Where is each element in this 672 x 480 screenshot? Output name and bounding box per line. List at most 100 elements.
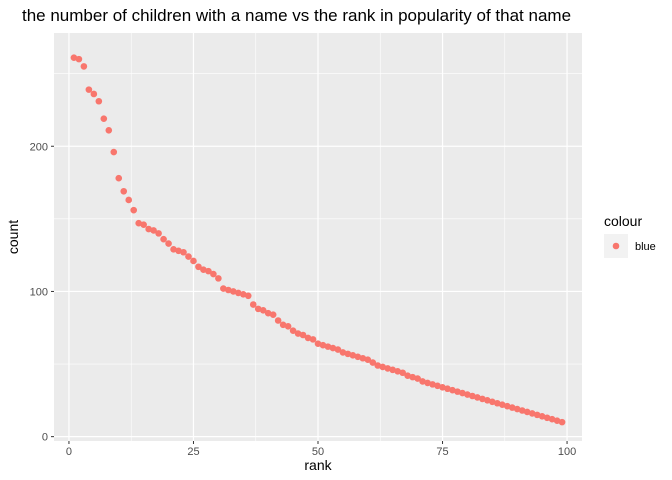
data-point [523, 408, 531, 416]
data-point [244, 292, 252, 300]
data-point [90, 90, 98, 98]
data-point [205, 267, 212, 275]
data-point [185, 253, 192, 260]
data-point [538, 413, 546, 420]
data-point [264, 309, 272, 317]
data-point [369, 359, 377, 366]
data-point [249, 301, 257, 308]
data-point [484, 397, 491, 404]
data-point [429, 381, 436, 388]
data-point [140, 221, 147, 228]
x-axis-title: rank [304, 457, 332, 473]
data-point [454, 388, 461, 395]
legend: colour blue [604, 213, 656, 258]
data-point [359, 354, 367, 362]
data-point [75, 55, 83, 63]
data-point [175, 247, 182, 255]
y-tick-label: 200 [30, 141, 48, 153]
data-point [444, 385, 451, 393]
data-point [518, 407, 526, 414]
data-point [324, 343, 332, 350]
data-point [274, 317, 282, 324]
data-point [269, 311, 277, 318]
data-point [434, 382, 441, 390]
data-point [254, 305, 262, 313]
data-point [334, 346, 342, 353]
data-point [479, 395, 486, 403]
data-point [508, 404, 516, 411]
data-point [170, 246, 177, 253]
data-point [230, 288, 237, 295]
x-tick-label: 25 [187, 446, 199, 458]
legend-point-marker [612, 242, 620, 250]
data-point [195, 263, 202, 271]
data-point [449, 386, 456, 394]
data-point [543, 414, 551, 422]
data-point [344, 350, 352, 358]
data-point [558, 418, 566, 426]
data-point [105, 126, 113, 134]
data-point [110, 148, 118, 156]
data-point [299, 331, 307, 339]
data-point [145, 225, 152, 233]
data-point [394, 368, 401, 375]
data-point [489, 398, 496, 406]
data-point [379, 363, 387, 371]
data-point [135, 219, 142, 227]
data-point [160, 235, 167, 243]
data-point [279, 321, 287, 329]
data-point [150, 227, 157, 234]
data-point [314, 340, 322, 348]
data-point [494, 399, 501, 407]
x-tick-label: 50 [312, 446, 324, 458]
data-point [210, 270, 217, 278]
data-point [548, 415, 556, 423]
major-gridlines [54, 33, 582, 441]
y-axis-title: count [5, 220, 21, 254]
data-point [399, 369, 406, 377]
data-point [469, 392, 476, 400]
y-tick-label: 100 [30, 286, 48, 298]
data-point [533, 411, 541, 419]
x-tick-label: 0 [66, 446, 72, 458]
data-point [304, 334, 312, 342]
data-point [474, 394, 481, 401]
data-point [364, 356, 372, 363]
data-point [284, 322, 292, 330]
data-point [125, 196, 133, 204]
data-point [200, 266, 207, 273]
data-point [190, 257, 197, 265]
data-point [409, 373, 416, 381]
legend-label: blue [635, 241, 656, 253]
data-point [464, 391, 471, 398]
y-tick-label: 0 [42, 432, 48, 444]
data-point [329, 344, 337, 352]
data-point [424, 379, 431, 387]
data-point [419, 378, 426, 385]
data-point [120, 187, 128, 195]
x-axis: 0 25 50 75 100 [66, 441, 576, 458]
data-point [309, 336, 317, 343]
data-point [459, 389, 466, 397]
data-point [235, 289, 242, 297]
legend-title: colour [604, 213, 642, 229]
data-point [404, 372, 411, 379]
data-point [513, 405, 521, 413]
data-point [389, 366, 397, 374]
data-point [384, 365, 392, 372]
data-point [180, 248, 187, 256]
data-point [259, 307, 267, 314]
data-point [165, 240, 172, 247]
data-point [439, 383, 446, 391]
x-tick-label: 75 [436, 446, 448, 458]
data-point [70, 54, 78, 61]
data-point [374, 362, 382, 369]
y-axis: 0 100 200 [30, 141, 54, 444]
data-point [354, 353, 362, 361]
data-point [528, 410, 536, 417]
data-point [499, 401, 506, 409]
data-point [130, 206, 137, 214]
data-point [215, 275, 222, 282]
x-tick-label: 100 [558, 446, 576, 458]
